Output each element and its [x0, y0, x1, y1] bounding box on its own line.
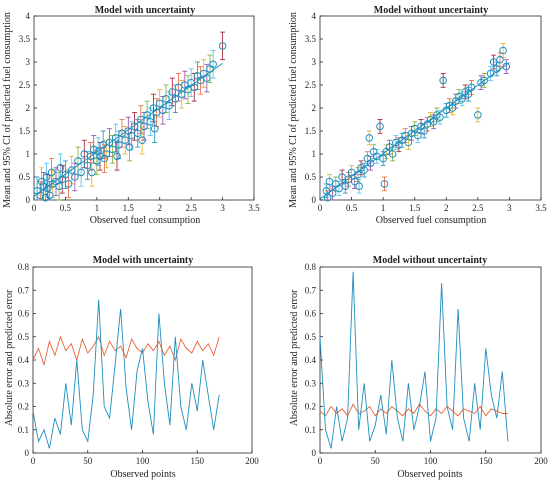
panel-3-ytick-label: 0.2: [18, 402, 29, 412]
panel-1-xtick-label: 2: [157, 203, 162, 213]
panel-1-xlabel: Observed fuel consumption: [90, 215, 201, 226]
panel-1-xtick-label: 3.5: [248, 203, 260, 213]
panel-2-xtick-label: 3: [507, 203, 512, 213]
panel-4-xtick-label: 200: [534, 456, 548, 466]
panel-4-xtick-label: 100: [424, 456, 438, 466]
panel-3-axes-box: [33, 267, 252, 453]
panel-4-absolute-error-line: [320, 272, 508, 449]
panel-4-xtick-label: 50: [371, 456, 381, 466]
panel-2-ylabel: Mean and 95% CI of predicted fuel consum…: [288, 12, 299, 208]
panel-1-xtick-label: 0: [32, 203, 37, 213]
panel-1-ytick-label: 4: [26, 11, 31, 21]
panel-3-xtick-label: 100: [136, 456, 150, 466]
panel-2-xtick-label: 2.5: [472, 203, 484, 213]
chart-panel-4: Model without uncertainty Observed point…: [289, 255, 548, 480]
panel-4-ytick-label: 0: [312, 448, 317, 458]
panel-3-ytick-label: 0.1: [18, 425, 29, 435]
panel-2-xtick-label: 0: [318, 203, 323, 213]
panel-2-ytick-label: 3: [312, 57, 317, 67]
panel-3-absolute-error-line: [33, 300, 219, 449]
panel-4-ytick-label: 0.3: [305, 378, 317, 388]
panel-1-xtick-label: 0.5: [60, 203, 72, 213]
panel-1-xtick-label: 1: [95, 203, 100, 213]
panel-2-xtick-label: 0.5: [346, 203, 358, 213]
panel-1-ytick-label: 3: [26, 57, 31, 67]
panel-3-ytick-label: 0.6: [18, 309, 30, 319]
panel-3-xtick-label: 200: [245, 456, 259, 466]
panel-1-xtick-label: 1.5: [123, 203, 135, 213]
panel-3-ytick-label: 0.5: [18, 332, 30, 342]
panel-3-xtick-label: 0: [31, 456, 36, 466]
panel-2-ytick-label: 3.5: [305, 34, 317, 44]
panel-2-xlabel: Observed fuel consumption: [376, 215, 487, 226]
panel-2-fit-line: [320, 62, 509, 199]
panel-1-ytick-label: 1.5: [19, 126, 31, 136]
panel-1-axes-box: [34, 16, 254, 200]
panel-4-ytick-label: 0.5: [305, 332, 317, 342]
panel-2-xtick-label: 1.5: [409, 203, 421, 213]
panel-3-ytick-label: 0.8: [18, 262, 30, 272]
panel-2-xtick-label: 3.5: [535, 203, 547, 213]
panel-3-ytick-label: 0.4: [18, 355, 30, 365]
panel-4-ytick-label: 0.1: [305, 425, 316, 435]
panel-4-axes-box: [320, 267, 541, 453]
panel-4-ytick-label: 0.4: [305, 355, 317, 365]
panel-4-xtick-label: 150: [479, 456, 493, 466]
panel-1-ytick-label: 3.5: [19, 34, 31, 44]
panel-1-title: Model with uncertainty: [95, 5, 196, 16]
panel-2-title: Model without uncertainty: [374, 5, 488, 16]
panel-4-ylabel: Absolute error and predicted error: [289, 289, 300, 426]
panel-1-ytick-label: 1: [26, 149, 31, 159]
panel-3-title: Model with uncertainty: [93, 255, 194, 266]
panel-1-ytick-label: 2.5: [19, 80, 31, 90]
panel-4-ytick-label: 0.7: [305, 285, 317, 295]
panel-4-title: Model without uncertainty: [373, 255, 487, 266]
panel-2-xtick-label: 2: [444, 203, 449, 213]
panel-2-ytick-label: 2: [312, 103, 317, 113]
panel-1-ytick-label: 2: [26, 103, 31, 113]
panel-2-axes-box: [320, 16, 541, 200]
panel-4-ytick-label: 0.2: [305, 402, 316, 412]
panel-3-ylabel: Absolute error and predicted error: [4, 289, 15, 426]
panel-4-xtick-label: 0: [318, 456, 323, 466]
panel-3-ytick-label: 0: [25, 448, 30, 458]
panel-1-ytick-label: 0.5: [19, 172, 31, 182]
panel-2-ytick-label: 4: [312, 11, 317, 21]
panel-2-xtick-label: 1: [381, 203, 386, 213]
panel-4-ytick-label: 0.8: [305, 262, 317, 272]
panel-1-xtick-label: 2.5: [186, 203, 198, 213]
chart-panel-3: Model with uncertainty Observed points A…: [4, 255, 259, 480]
panel-3-ytick-label: 0.3: [18, 378, 30, 388]
chart-panel-1: Model with uncertainty Observed fuel con…: [2, 5, 260, 226]
panel-3-ytick-label: 0.7: [18, 285, 30, 295]
panel-3-xtick-label: 150: [191, 456, 205, 466]
panel-4-xlabel: Observed points: [397, 469, 462, 480]
panel-1-xtick-label: 3: [220, 203, 225, 213]
panel-1-ytick-label: 0: [26, 195, 31, 205]
panel-2-ytick-label: 1: [312, 149, 317, 159]
panel-3-xlabel: Observed points: [110, 469, 175, 480]
panel-3-xtick-label: 50: [83, 456, 93, 466]
panel-2-ytick-label: 2.5: [305, 80, 317, 90]
panel-4-ytick-label: 0.6: [305, 309, 317, 319]
chart-panel-2: Model without uncertainty Observed fuel …: [288, 5, 547, 226]
panel-2-ytick-label: 1.5: [305, 126, 317, 136]
panel-2-ytick-label: 0: [312, 195, 317, 205]
panel-1-ylabel: Mean and 95% CI of predicted fuel consum…: [2, 12, 13, 208]
panel-2-ytick-label: 0.5: [305, 172, 317, 182]
panel-3-predicted-error-line: [33, 337, 219, 365]
